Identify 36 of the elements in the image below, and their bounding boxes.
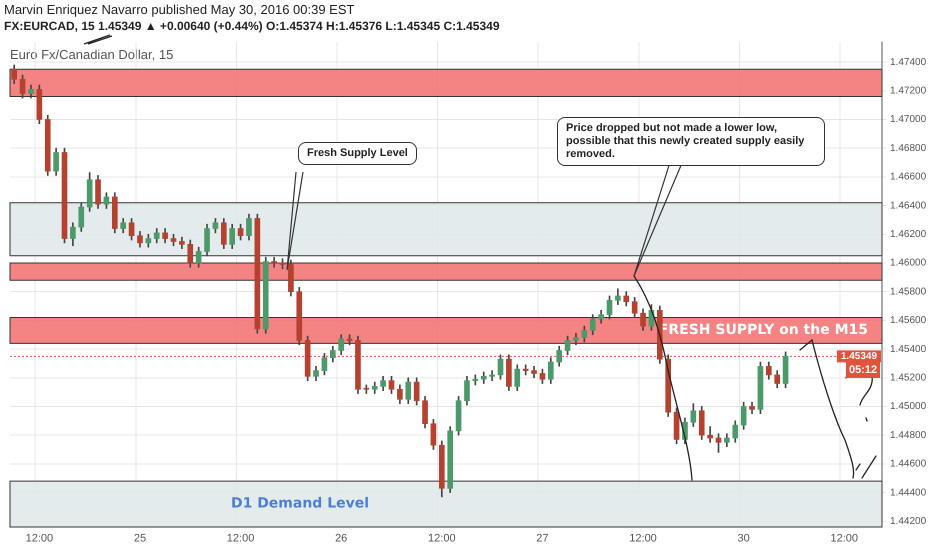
y-tick-label: 1.45800 xyxy=(890,286,927,298)
band-label: D1 Demand Level xyxy=(230,496,370,512)
ref-line-label: 1.45349 xyxy=(840,351,878,362)
y-tick-label: 1.46600 xyxy=(890,172,927,183)
y-tick-label: 1.46200 xyxy=(890,229,927,240)
annotation: 05:12 xyxy=(846,362,880,378)
x-tick-label: 27 xyxy=(536,532,549,545)
x-tick-label: 30 xyxy=(738,532,750,545)
x-tick-label: 12:00 xyxy=(830,532,858,545)
candlestick xyxy=(346,334,352,346)
x-tick-label: 12:00 xyxy=(226,532,254,545)
annotation: Fresh Supply Level xyxy=(298,142,417,165)
x-tick-label: 25 xyxy=(134,532,146,545)
chart-title: FX:EURCAD, 15 1.45349 ▲ +0.00640 (+0.44%) O:1.45374 H:1.45376 L:1.45345 C:1.45349 xyxy=(4,19,500,33)
x-tick-label: 26 xyxy=(335,532,348,545)
y-tick-label: 1.45400 xyxy=(890,344,927,355)
y-tick-label: 1.46400 xyxy=(890,200,927,212)
x-tick-label: 12:00 xyxy=(26,532,54,545)
y-tick-label: 1.46800 xyxy=(890,142,927,154)
y-tick-label: 1.47400 xyxy=(890,56,927,68)
annotation: Price dropped but not made a lower low, possible that this newly created supply easily removed. xyxy=(557,117,825,166)
candlestick xyxy=(280,258,286,270)
x-tick-label: 12:00 xyxy=(629,532,657,545)
text: Marvin Enriquez Navarro published May 30, 2016 00:39 EST xyxy=(4,2,354,17)
chart-subtitle: Euro Fx/Canadian Dollar, 15 xyxy=(10,47,174,62)
y-tick-label: 1.44400 xyxy=(890,487,927,498)
y-tick-label: 1.44800 xyxy=(890,430,927,441)
y-tick-label: 1.45200 xyxy=(890,372,927,384)
y-tick-label: 1.44200 xyxy=(890,516,927,528)
y-tick-label: 1.47000 xyxy=(890,114,927,126)
y-tick-label: 1.45600 xyxy=(890,315,927,326)
y-tick-label: 1.47200 xyxy=(890,86,927,97)
x-tick-label: 12:00 xyxy=(428,532,456,545)
y-tick-label: 1.46000 xyxy=(890,258,927,269)
y-tick-label: 1.45000 xyxy=(890,401,927,412)
y-tick-label: 1.44600 xyxy=(890,458,927,470)
